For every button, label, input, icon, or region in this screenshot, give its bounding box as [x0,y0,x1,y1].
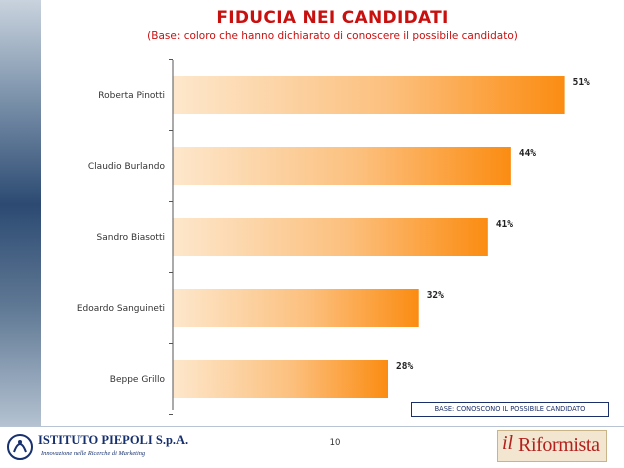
value-label-3: 32% [427,290,444,301]
slide-sidebar-stripe [0,0,41,426]
category-label-1: Claudio Burlando [88,162,166,172]
base-note: BASE: CONOSCONO IL POSSIBILE CANDIDATO [411,402,609,417]
bar-0 [173,76,565,114]
footer-divider [0,426,624,427]
value-label-2: 41% [496,219,513,230]
bar-1 [173,147,511,185]
riformista-name: Riformista [518,434,600,456]
piepoli-logo: ISTITUTO PIEPOLI S.p.A. Innovazione nell… [5,430,188,466]
page-number: 10 [329,438,341,448]
chart-title: FIDUCIA NEI CANDIDATI [216,8,449,28]
piepoli-emblem-icon [7,434,33,460]
chart-subtitle: (Base: coloro che hanno dichiarato di co… [147,30,518,42]
bar-4 [173,360,388,398]
piepoli-tagline: Innovazione nelle Ricerche di Marketing [41,450,146,457]
bar-chart: Roberta Pinotti Claudio Burlando Sandro Bi… [77,59,590,415]
category-label-3: Edoardo Sanguineti [77,304,165,314]
value-label-0: 51% [573,77,590,88]
value-label-4: 28% [396,361,413,372]
piepoli-name: ISTITUTO PIEPOLI S.p.A. [38,433,189,447]
bar-3 [173,289,419,327]
riformista-logo: il Riformista [497,430,607,462]
value-label-1: 44% [519,148,536,159]
bar-2 [173,218,488,256]
riformista-il: il [502,432,514,454]
category-label-0: Roberta Pinotti [98,91,165,101]
category-label-4: Beppe Grillo [110,375,166,385]
category-label-2: Sandro Biasotti [97,233,165,243]
